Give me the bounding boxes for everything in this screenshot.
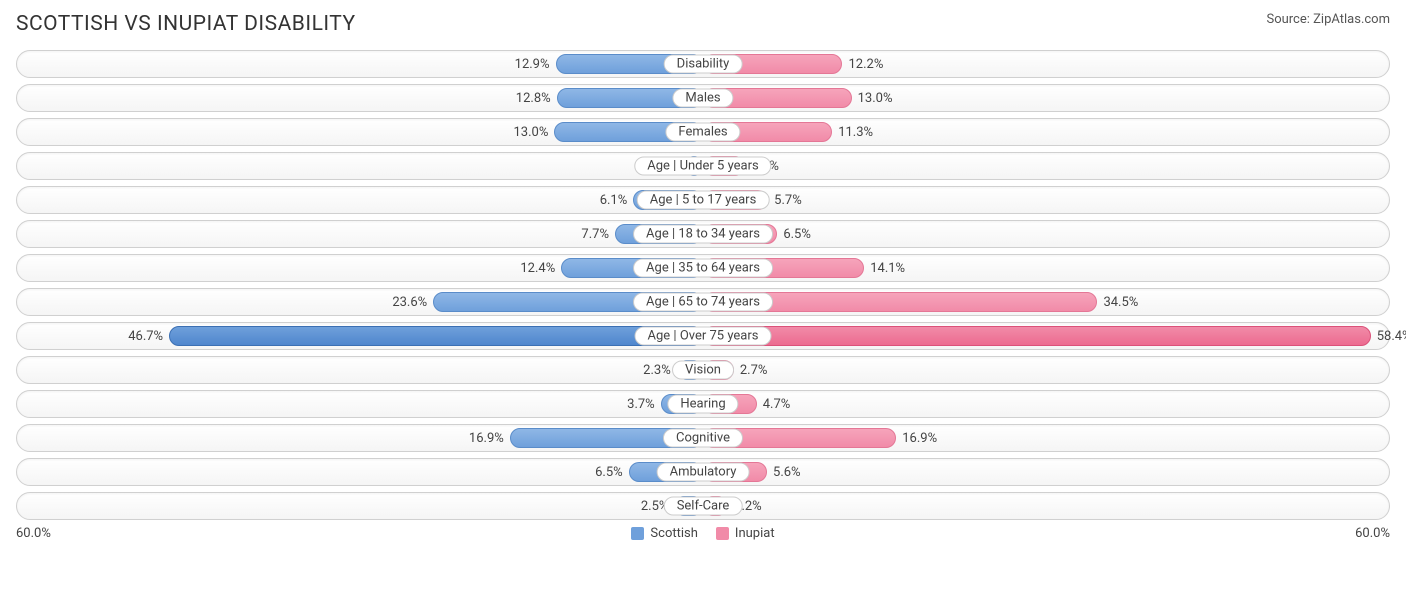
value-label-inupiat: 5.7% [768, 187, 802, 213]
bar-inupiat [703, 326, 1371, 346]
value-label-inupiat: 2.7% [734, 357, 768, 383]
value-label-inupiat: 58.4% [1371, 323, 1406, 349]
value-label-inupiat: 4.7% [757, 391, 791, 417]
chart-row: 1.6%3.7%Age | Under 5 years [16, 152, 1390, 180]
chart-row: 2.5%2.2%Self-Care [16, 492, 1390, 520]
value-label-scottish: 7.7% [581, 221, 615, 247]
category-label: Age | 5 to 17 years [637, 191, 770, 210]
chart-row: 7.7% 6.5%Age | 18 to 34 years [16, 220, 1390, 248]
legend-swatch-inupiat [716, 527, 729, 540]
category-label: Age | 35 to 64 years [633, 259, 773, 278]
chart-title: SCOTTISH VS INUPIAT DISABILITY [16, 12, 356, 36]
category-label: Females [665, 123, 740, 142]
legend-item-inupiat: Inupiat [716, 526, 775, 541]
axis-max-left: 60.0% [16, 526, 51, 541]
diverging-bar-chart: 12.9% 12.2% Disability 12.8% 13.0% Males 13.0%… [16, 50, 1390, 520]
value-label-scottish: 12.9% [515, 51, 556, 77]
category-label: Ambulatory [657, 463, 750, 482]
value-label-inupiat: 11.3% [832, 119, 873, 145]
value-label-scottish: 12.4% [520, 255, 561, 281]
chart-row: 2.3%2.7%Vision [16, 356, 1390, 384]
value-label-scottish: 3.7% [627, 391, 661, 417]
chart-row: 46.7%58.4%Age | Over 75 years [16, 322, 1390, 350]
chart-row: 13.0% 11.3% Females [16, 118, 1390, 146]
value-label-scottish: 13.0% [514, 119, 555, 145]
category-label: Vision [672, 361, 734, 380]
category-label: Age | 18 to 34 years [633, 225, 773, 244]
chart-row: 12.4% 14.1% Age | 35 to 64 years [16, 254, 1390, 282]
value-label-inupiat: 12.2% [842, 51, 883, 77]
value-label-inupiat: 13.0% [852, 85, 893, 111]
category-label: Hearing [667, 395, 738, 414]
value-label-scottish: 16.9% [469, 425, 510, 451]
category-label: Males [672, 89, 733, 108]
value-label-scottish: 12.8% [516, 85, 557, 111]
value-label-inupiat: 16.9% [896, 425, 937, 451]
category-label: Age | Under 5 years [634, 157, 771, 176]
chart-row: 16.9% 16.9% Cognitive [16, 424, 1390, 452]
category-label: Disability [664, 55, 743, 74]
value-label-scottish: 6.1% [600, 187, 634, 213]
legend: Scottish Inupiat [631, 526, 774, 541]
value-label-inupiat: 5.6% [767, 459, 801, 485]
chart-row: 6.5% 5.6% Ambulatory [16, 458, 1390, 486]
bar-scottish [169, 326, 703, 346]
chart-row: 12.9% 12.2% Disability [16, 50, 1390, 78]
category-label: Cognitive [663, 429, 743, 448]
axis-max-right: 60.0% [1355, 526, 1390, 541]
value-label-scottish: 23.6% [392, 289, 433, 315]
value-label-scottish: 6.5% [595, 459, 629, 485]
legend-item-scottish: Scottish [631, 526, 697, 541]
value-label-inupiat: 6.5% [777, 221, 811, 247]
chart-footer: 60.0% Scottish Inupiat 60.0% [16, 526, 1390, 541]
category-label: Age | Over 75 years [635, 327, 772, 346]
legend-swatch-scottish [631, 527, 644, 540]
chart-header: SCOTTISH VS INUPIAT DISABILITY Source: Z… [16, 12, 1390, 36]
chart-source: Source: ZipAtlas.com [1266, 12, 1390, 27]
chart-row: 3.7% 4.7% Hearing [16, 390, 1390, 418]
value-label-scottish: 46.7% [128, 323, 169, 349]
value-label-inupiat: 34.5% [1097, 289, 1138, 315]
legend-label-inupiat: Inupiat [735, 526, 775, 541]
category-label: Self-Care [664, 497, 743, 516]
chart-row: 12.8% 13.0% Males [16, 84, 1390, 112]
value-label-inupiat: 14.1% [864, 255, 905, 281]
chart-row: 23.6% 34.5% Age | 65 to 74 years [16, 288, 1390, 316]
legend-label-scottish: Scottish [650, 526, 697, 541]
category-label: Age | 65 to 74 years [633, 293, 773, 312]
chart-row: 6.1% 5.7%Age | 5 to 17 years [16, 186, 1390, 214]
